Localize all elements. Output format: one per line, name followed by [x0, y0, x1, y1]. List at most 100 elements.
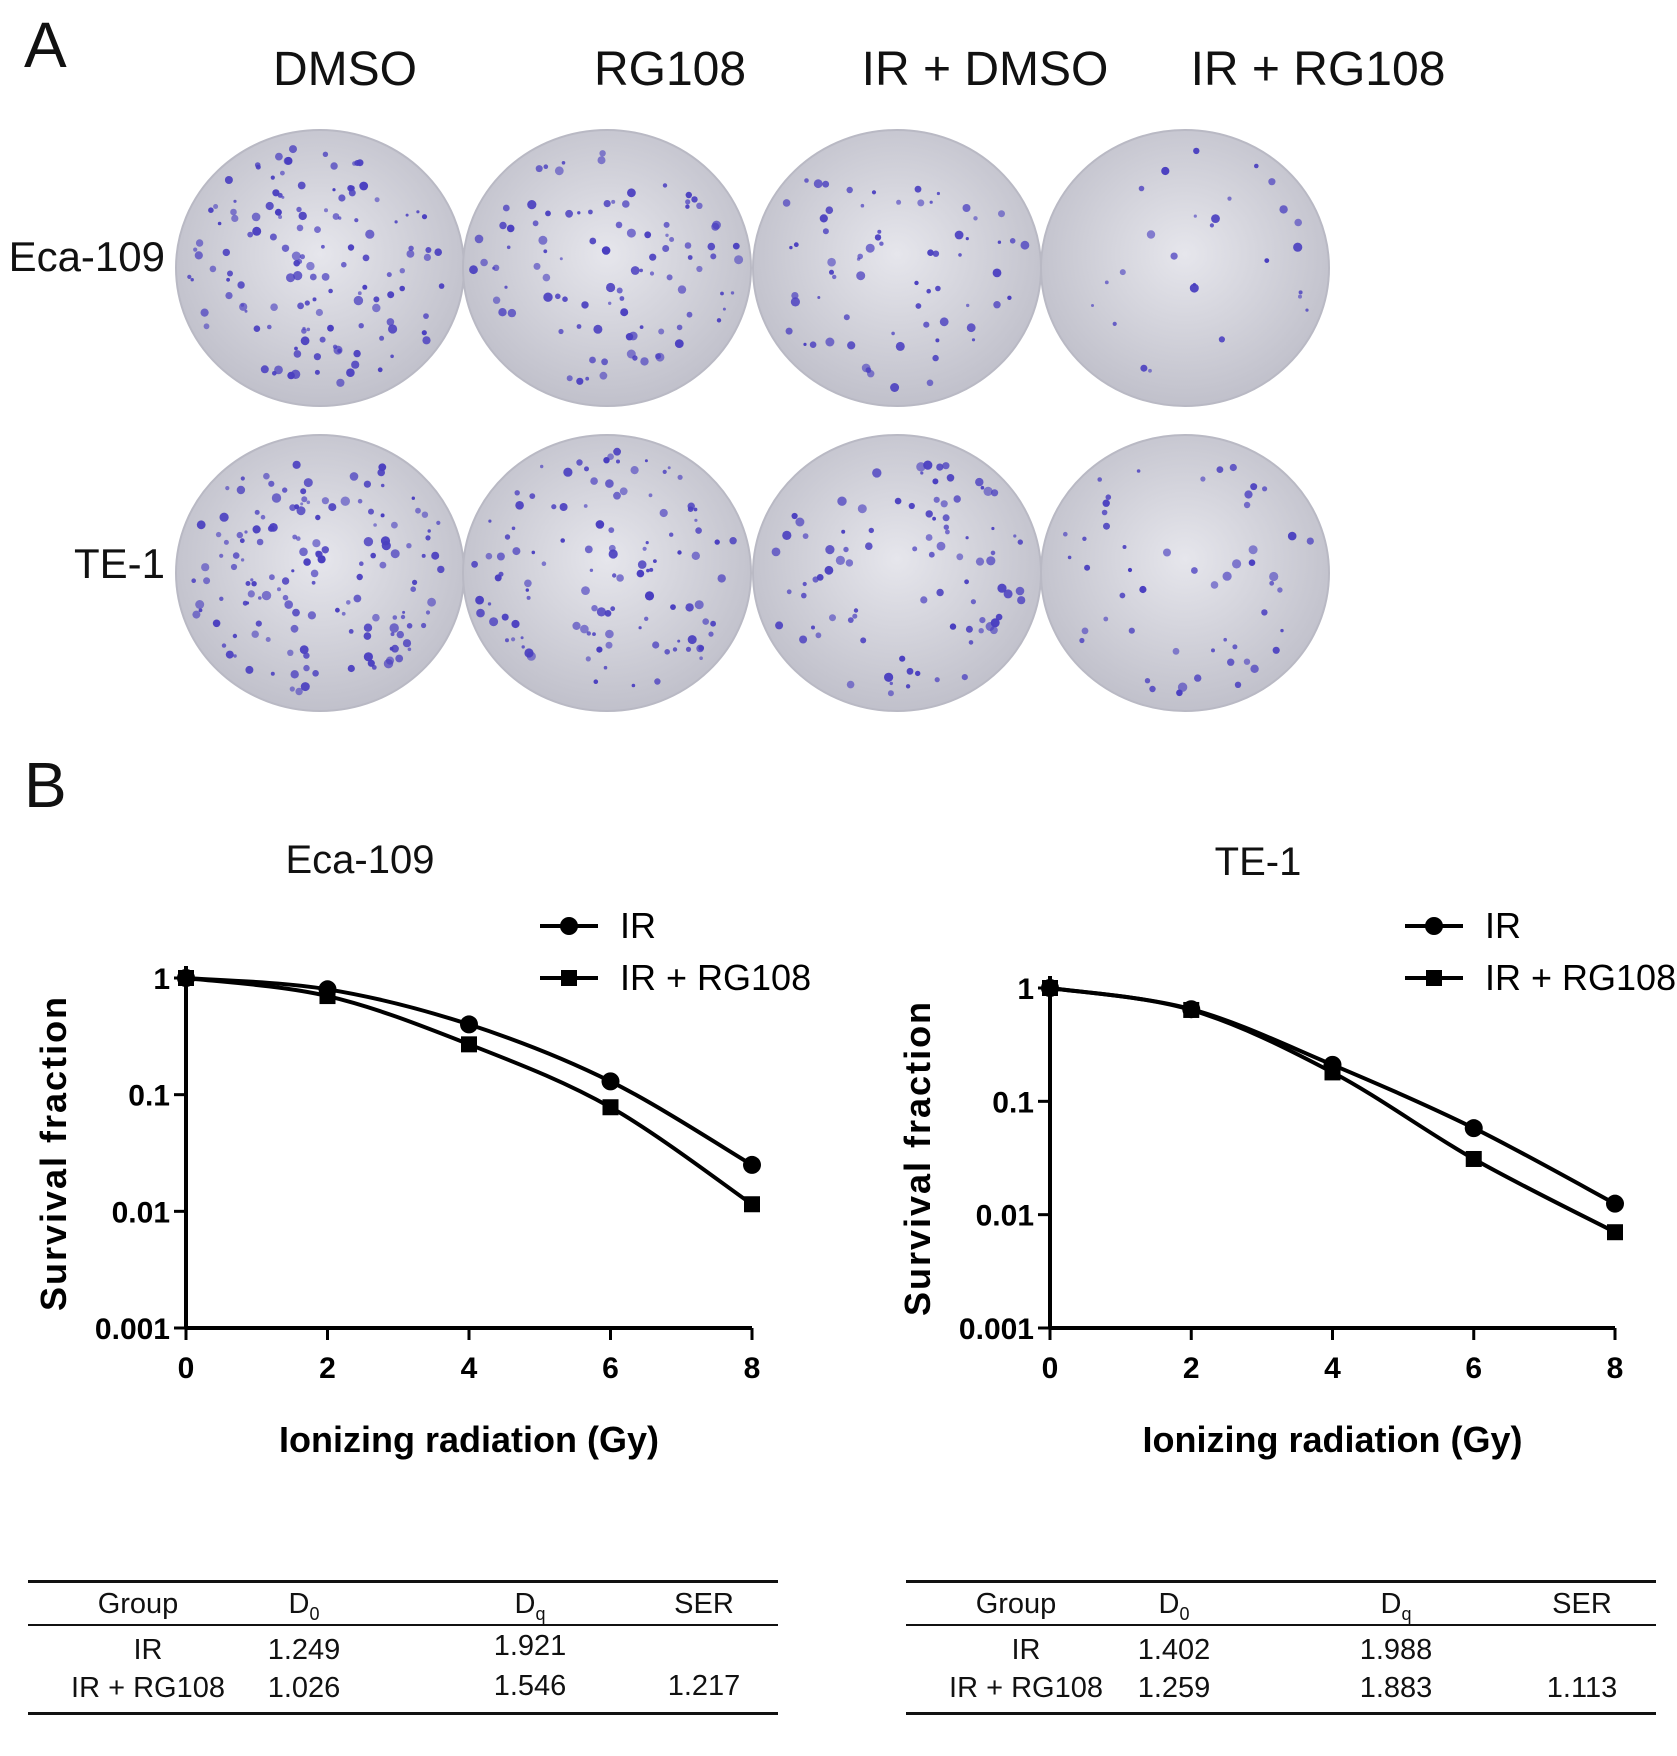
colony-dot: [1136, 469, 1141, 473]
colony-dot: [935, 285, 941, 292]
colony-dot: [322, 151, 329, 157]
colony-dot: [253, 325, 261, 333]
colony-dot: [585, 376, 590, 381]
table-cell-d0: 1.402: [1137, 1634, 1211, 1666]
colony-dot: [791, 292, 799, 300]
colony-dot: [1163, 548, 1171, 557]
colony-dot: [642, 546, 647, 551]
colony-dot: [389, 623, 399, 633]
x-axis-label: Ionizing radiation (Gy): [1143, 1419, 1523, 1460]
colony-dot: [359, 181, 369, 191]
colony-dot: [965, 237, 969, 241]
colony-dot: [391, 521, 398, 529]
colony-dot: [581, 586, 590, 595]
colony-dot: [1017, 539, 1023, 545]
colony-dot: [667, 466, 671, 470]
colony-dot: [543, 249, 548, 254]
colony-dot: [626, 228, 636, 238]
colony-dot: [270, 303, 278, 312]
colony-dot: [252, 226, 262, 236]
colony-dot: [240, 303, 245, 307]
colony-dot: [1138, 185, 1145, 192]
column-header-rg108: RG108: [593, 43, 747, 96]
colony-dot: [644, 231, 652, 239]
colony-dot: [200, 308, 209, 317]
colony-dot: [499, 221, 507, 230]
data-point-square: [1042, 980, 1058, 996]
colony-dot: [915, 303, 922, 309]
colony-dot: [699, 656, 703, 660]
colony-dot: [1250, 483, 1258, 491]
colony-dot: [498, 308, 507, 317]
colony-dot: [975, 557, 985, 566]
colony-dot: [531, 550, 536, 555]
colony-dot: [245, 601, 250, 605]
colony-dot: [637, 560, 647, 569]
colony-dot: [389, 646, 394, 651]
colony-dot: [488, 519, 492, 523]
colony-dot: [224, 176, 233, 184]
colony-dot: [789, 245, 793, 250]
colony-dot: [559, 503, 568, 511]
colony-dot: [543, 292, 553, 302]
chart-title-te1: TE-1: [1214, 840, 1302, 884]
colony-dot: [203, 323, 210, 330]
colony-dot: [545, 210, 551, 217]
colony-dot: [1232, 644, 1238, 650]
colony-dot: [636, 569, 645, 578]
colony-dot: [555, 293, 561, 300]
colony-dot: [822, 228, 829, 235]
colony-dot: [847, 617, 854, 623]
colony-dot: [824, 565, 834, 575]
x-tick-label: 6: [1465, 1352, 1482, 1385]
colony-dot: [923, 321, 930, 328]
colony-dot: [914, 280, 919, 286]
colony-dot: [943, 524, 949, 530]
table-header-ser: SER: [674, 1588, 734, 1620]
colony-dot: [899, 655, 906, 662]
colony-dot: [321, 497, 329, 505]
colony-dot: [296, 536, 301, 541]
colony-dot: [363, 632, 372, 640]
table-top-rule: [28, 1580, 778, 1583]
colony-dot: [696, 265, 703, 273]
colony-dot: [648, 493, 653, 498]
colony-dot: [627, 188, 636, 198]
colony-dot: [588, 209, 593, 215]
colony-dot: [665, 233, 669, 237]
colony-dot: [300, 502, 304, 506]
colony-dot: [1103, 522, 1110, 530]
colony-plate: [752, 129, 1042, 407]
y-axis-label: Survival fraction: [33, 995, 74, 1311]
colony-dot: [589, 568, 594, 572]
colony-dot: [1102, 499, 1110, 507]
colony-dot: [520, 636, 524, 640]
colony-dot: [390, 632, 395, 637]
colony-dot: [353, 349, 361, 358]
colony-dot: [993, 301, 1001, 309]
colony-dot: [1210, 581, 1219, 589]
colony-dot: [510, 637, 516, 642]
colony-dot: [406, 543, 412, 549]
column-header-dmso: DMSO: [273, 43, 417, 96]
colony-dot: [832, 274, 837, 280]
colony-dot: [1191, 567, 1198, 574]
colony-dot: [367, 659, 375, 667]
colony-dot: [592, 632, 596, 636]
colony-dot: [217, 221, 222, 226]
colony-dot: [872, 468, 882, 478]
colony-dot: [268, 480, 275, 487]
colony-dot: [979, 617, 986, 624]
colony-dot: [970, 599, 977, 605]
colony-dot: [1007, 295, 1012, 300]
colony-dot: [694, 518, 698, 522]
series-line-ir-rg108: [185, 976, 754, 1206]
colony-dot: [662, 245, 670, 252]
x-tick-label: 0: [178, 1352, 195, 1385]
colony-dot: [412, 579, 418, 586]
colony-dot: [1234, 681, 1242, 688]
colony-dot: [837, 496, 847, 506]
data-point-circle: [743, 1155, 761, 1174]
colony-dot: [1262, 486, 1268, 492]
colony-dot: [730, 291, 735, 295]
